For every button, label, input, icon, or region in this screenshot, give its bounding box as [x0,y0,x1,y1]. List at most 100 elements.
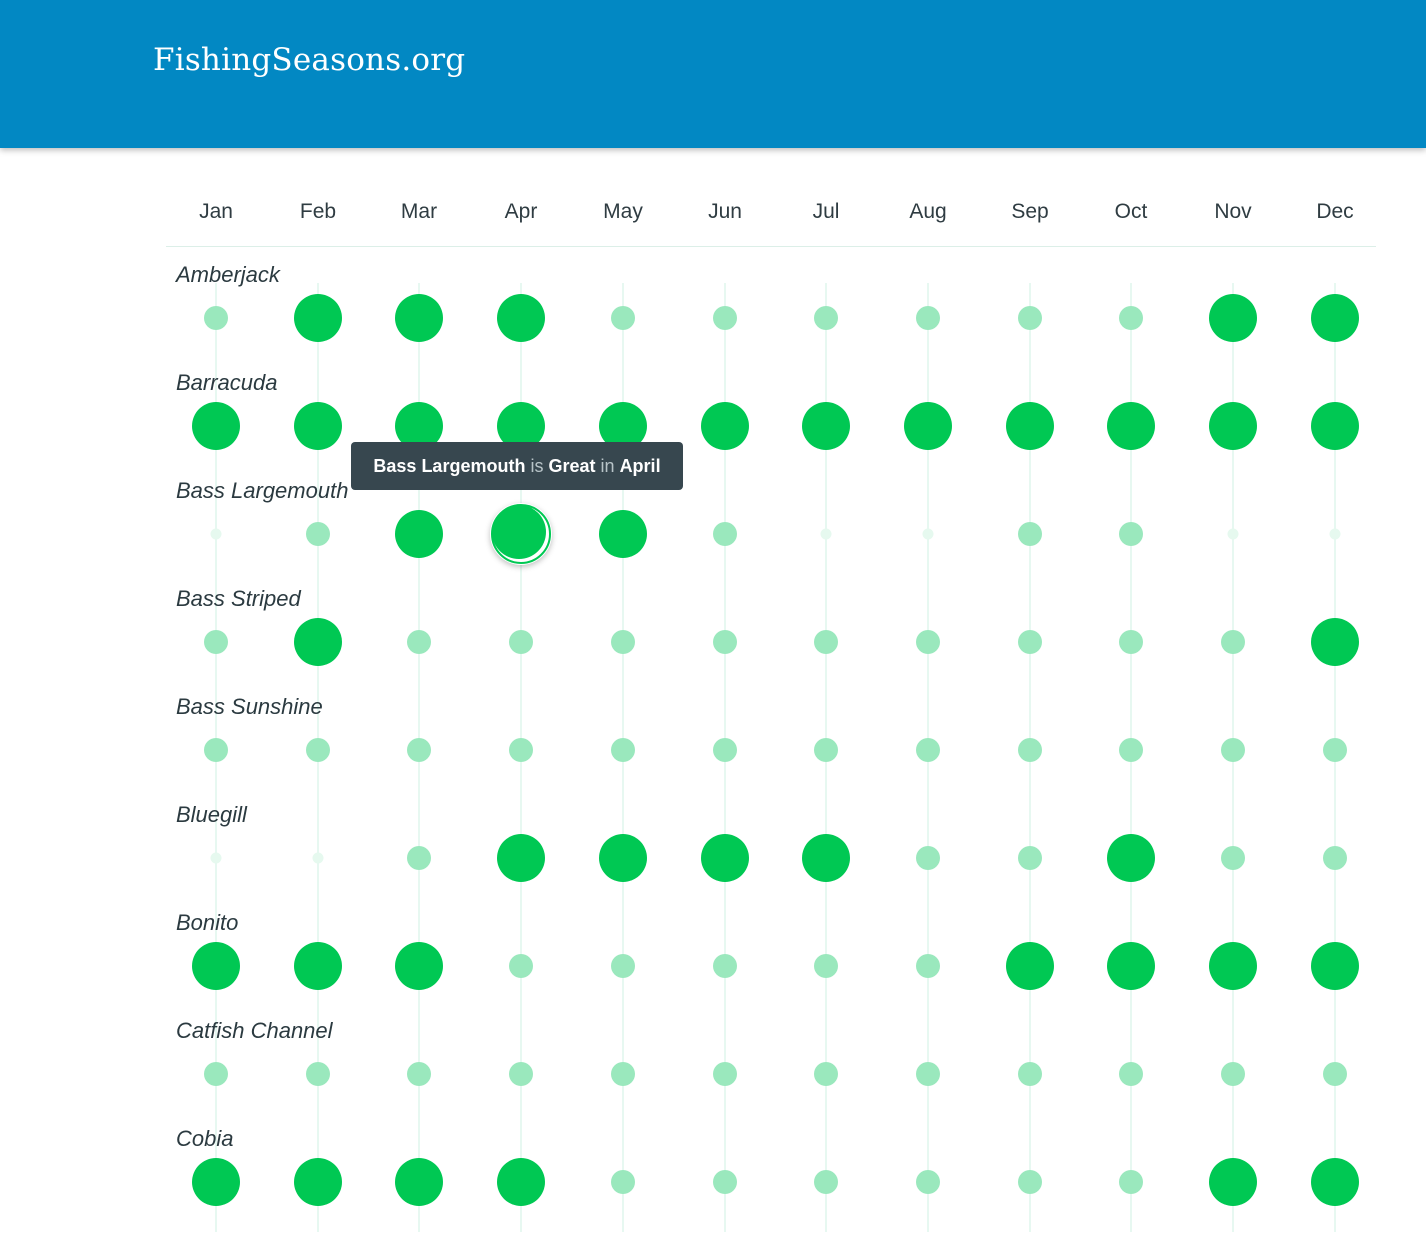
season-dot-poor[interactable] [1227,528,1239,540]
season-dot-great[interactable] [1006,402,1054,450]
season-dot-good[interactable] [611,738,635,762]
season-dot-poor[interactable] [922,528,934,540]
season-dot-great[interactable] [1209,294,1257,342]
season-dot-good[interactable] [1221,630,1245,654]
season-dot-great[interactable] [395,942,443,990]
season-dot-good[interactable] [204,630,228,654]
season-dot-great[interactable] [1311,402,1359,450]
season-dot-great[interactable] [701,834,749,882]
season-dot-great[interactable] [1107,834,1155,882]
season-dot-good[interactable] [713,1170,737,1194]
season-dot-good[interactable] [611,630,635,654]
season-dot-good[interactable] [1119,306,1143,330]
season-dot-good[interactable] [713,738,737,762]
season-dot-great[interactable] [192,1158,240,1206]
season-dot-good[interactable] [1323,738,1347,762]
season-dot-great[interactable] [1107,402,1155,450]
season-dot-great[interactable] [802,834,850,882]
season-dot-good[interactable] [814,1062,838,1086]
season-dot-great[interactable] [294,942,342,990]
season-dot-good[interactable] [611,306,635,330]
season-dot-good[interactable] [916,306,940,330]
season-dot-good[interactable] [713,306,737,330]
season-dot-great[interactable] [294,1158,342,1206]
season-dot-great[interactable] [497,294,545,342]
season-dot-good[interactable] [1119,738,1143,762]
season-dot-good[interactable] [509,630,533,654]
season-dot-poor[interactable] [312,852,324,864]
season-dot-great[interactable] [1311,294,1359,342]
season-dot-good[interactable] [916,1170,940,1194]
season-dot-good[interactable] [814,630,838,654]
season-dot-good[interactable] [916,630,940,654]
season-dot-good[interactable] [611,1170,635,1194]
season-dot-good[interactable] [1119,630,1143,654]
season-dot-good[interactable] [1018,1062,1042,1086]
season-dot-great[interactable] [497,834,545,882]
season-dot-good[interactable] [1221,846,1245,870]
season-dot-good[interactable] [713,954,737,978]
season-dot-good[interactable] [814,954,838,978]
season-dot-great[interactable] [395,294,443,342]
season-dot-good[interactable] [509,738,533,762]
season-dot-great[interactable] [1107,942,1155,990]
season-dot-good[interactable] [306,738,330,762]
season-dot-good[interactable] [1018,846,1042,870]
season-dot-good[interactable] [1323,846,1347,870]
season-dot-great[interactable] [1209,402,1257,450]
season-dot-good[interactable] [1018,306,1042,330]
season-dot-great[interactable] [490,503,552,565]
season-dot-good[interactable] [814,1170,838,1194]
season-dot-good[interactable] [1119,1062,1143,1086]
season-dot-good[interactable] [1323,1062,1347,1086]
season-dot-great[interactable] [701,402,749,450]
season-dot-good[interactable] [1018,738,1042,762]
season-dot-good[interactable] [407,846,431,870]
season-dot-good[interactable] [407,738,431,762]
season-dot-great[interactable] [192,402,240,450]
season-dot-good[interactable] [1018,630,1042,654]
season-dot-good[interactable] [814,738,838,762]
season-dot-poor[interactable] [210,528,222,540]
season-dot-good[interactable] [916,738,940,762]
season-dot-good[interactable] [306,522,330,546]
season-dot-good[interactable] [306,1062,330,1086]
season-dot-good[interactable] [713,1062,737,1086]
season-dot-great[interactable] [1209,942,1257,990]
season-dot-great[interactable] [395,510,443,558]
season-dot-great[interactable] [1311,942,1359,990]
season-dot-good[interactable] [713,630,737,654]
season-dot-good[interactable] [1119,522,1143,546]
season-dot-great[interactable] [294,618,342,666]
season-dot-good[interactable] [611,954,635,978]
season-dot-poor[interactable] [820,528,832,540]
season-dot-good[interactable] [611,1062,635,1086]
season-dot-good[interactable] [204,1062,228,1086]
season-dot-good[interactable] [916,846,940,870]
season-dot-great[interactable] [802,402,850,450]
season-dot-good[interactable] [407,630,431,654]
season-dot-great[interactable] [904,402,952,450]
season-dot-great[interactable] [1006,942,1054,990]
season-dot-great[interactable] [294,402,342,450]
season-dot-great[interactable] [497,1158,545,1206]
season-dot-great[interactable] [395,1158,443,1206]
season-dot-poor[interactable] [210,852,222,864]
season-dot-great[interactable] [599,510,647,558]
site-title-link[interactable]: FishingSeasons.org [153,42,466,78]
season-dot-good[interactable] [509,954,533,978]
season-dot-good[interactable] [713,522,737,546]
season-dot-great[interactable] [1209,1158,1257,1206]
season-dot-good[interactable] [407,1062,431,1086]
season-dot-good[interactable] [1221,1062,1245,1086]
season-dot-great[interactable] [599,834,647,882]
season-dot-good[interactable] [814,306,838,330]
season-dot-great[interactable] [1311,618,1359,666]
season-dot-good[interactable] [916,1062,940,1086]
season-dot-great[interactable] [1311,1158,1359,1206]
season-dot-good[interactable] [1221,738,1245,762]
season-dot-good[interactable] [509,1062,533,1086]
season-dot-good[interactable] [1018,1170,1042,1194]
season-dot-good[interactable] [1119,1170,1143,1194]
season-dot-poor[interactable] [1329,528,1341,540]
